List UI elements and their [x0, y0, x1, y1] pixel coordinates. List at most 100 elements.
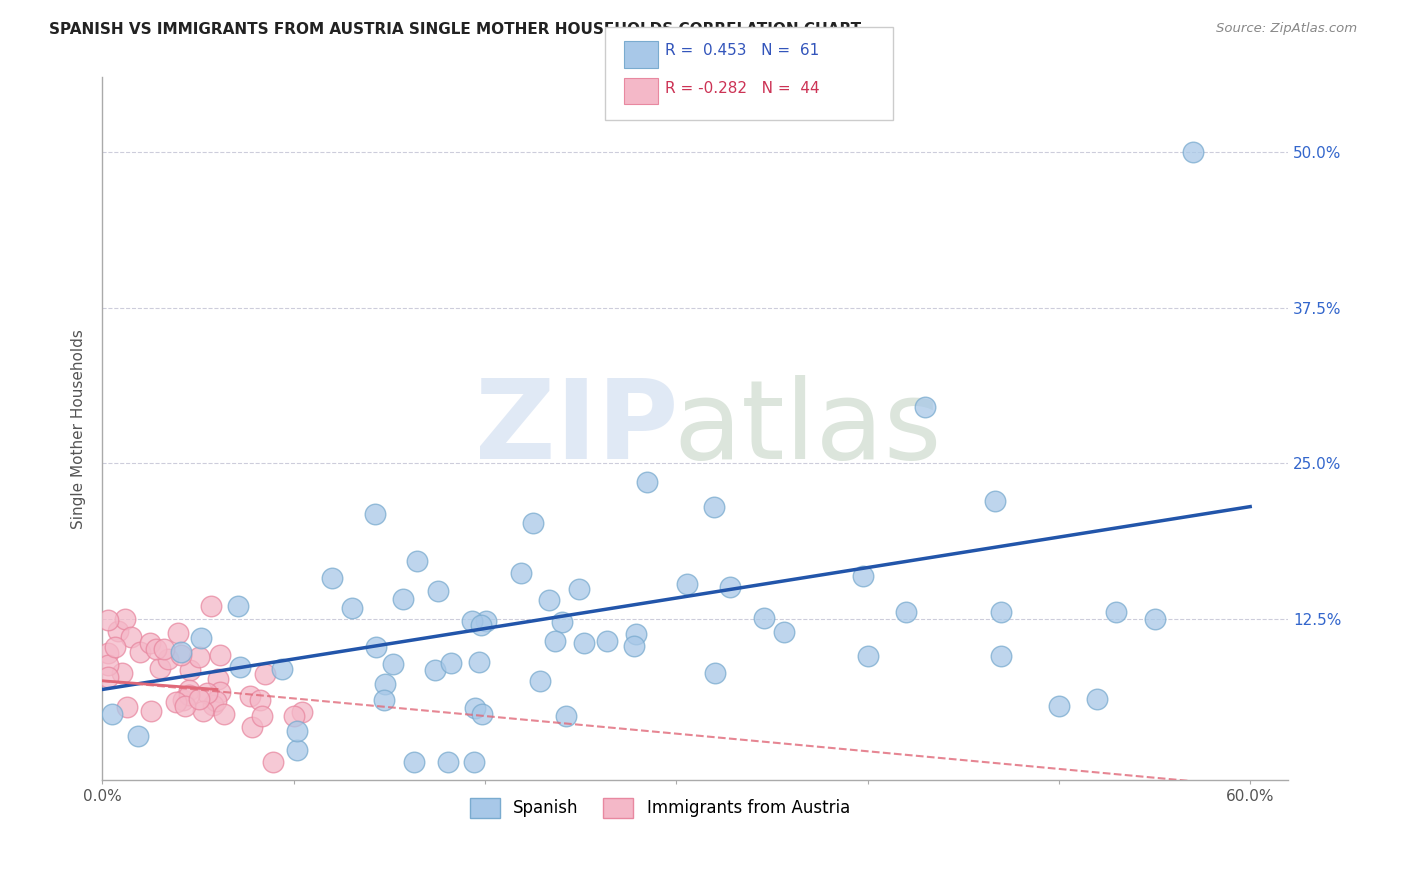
- Point: [187, 649, 209, 664]
- Point: [1105, 606, 1128, 620]
- Point: [470, 618, 492, 632]
- Point: [752, 611, 775, 625]
- Point: [115, 700, 138, 714]
- Point: [391, 592, 413, 607]
- Point: [440, 656, 463, 670]
- Text: ZIP: ZIP: [475, 376, 678, 483]
- Point: [145, 641, 167, 656]
- Point: [271, 662, 294, 676]
- Point: [990, 648, 1012, 663]
- Point: [990, 606, 1012, 620]
- Point: [253, 667, 276, 681]
- Point: [894, 606, 917, 620]
- Point: [623, 639, 645, 653]
- Point: [207, 672, 229, 686]
- Point: [139, 636, 162, 650]
- Point: [107, 624, 129, 638]
- Point: [170, 645, 193, 659]
- Y-axis label: Single Mother Households: Single Mother Households: [72, 329, 86, 529]
- Point: [165, 695, 187, 709]
- Point: [129, 645, 152, 659]
- Point: [406, 554, 429, 568]
- Point: [229, 660, 252, 674]
- Point: [464, 701, 486, 715]
- Point: [568, 582, 591, 596]
- Point: [402, 755, 425, 769]
- Point: [538, 593, 561, 607]
- Point: [471, 706, 494, 721]
- Point: [366, 640, 388, 654]
- Point: [173, 699, 195, 714]
- Point: [364, 508, 387, 522]
- Point: [202, 698, 225, 713]
- Point: [97, 646, 120, 660]
- Point: [427, 583, 450, 598]
- Point: [321, 571, 343, 585]
- Point: [97, 613, 120, 627]
- Point: [437, 755, 460, 769]
- Point: [1143, 611, 1166, 625]
- Text: SPANISH VS IMMIGRANTS FROM AUSTRIA SINGLE MOTHER HOUSEHOLDS CORRELATION CHART: SPANISH VS IMMIGRANTS FROM AUSTRIA SINGL…: [49, 22, 862, 37]
- Point: [852, 569, 875, 583]
- Point: [226, 599, 249, 613]
- Point: [195, 686, 218, 700]
- Point: [718, 580, 741, 594]
- Point: [97, 670, 120, 684]
- Point: [157, 652, 180, 666]
- Point: [555, 709, 578, 723]
- Point: [204, 694, 226, 708]
- Point: [773, 625, 796, 640]
- Point: [522, 516, 544, 530]
- Point: [340, 601, 363, 615]
- Point: [172, 693, 194, 707]
- Point: [200, 599, 222, 614]
- Text: atlas: atlas: [673, 376, 942, 483]
- Point: [250, 709, 273, 723]
- Text: R = -0.282   N =  44: R = -0.282 N = 44: [665, 81, 820, 95]
- Point: [374, 677, 396, 691]
- Point: [474, 614, 496, 628]
- Point: [283, 708, 305, 723]
- Point: [97, 657, 120, 672]
- Point: [624, 627, 647, 641]
- Point: [103, 640, 125, 654]
- Point: [120, 630, 142, 644]
- Point: [190, 631, 212, 645]
- Point: [177, 683, 200, 698]
- Legend: Spanish, Immigrants from Austria: Spanish, Immigrants from Austria: [463, 791, 856, 825]
- Point: [101, 706, 124, 721]
- Point: [914, 400, 936, 414]
- Text: Source: ZipAtlas.com: Source: ZipAtlas.com: [1216, 22, 1357, 36]
- Point: [637, 475, 659, 489]
- Point: [1047, 698, 1070, 713]
- Point: [285, 724, 308, 739]
- Point: [1085, 692, 1108, 706]
- Point: [572, 635, 595, 649]
- Point: [291, 705, 314, 719]
- Point: [153, 642, 176, 657]
- Point: [170, 648, 193, 662]
- Point: [676, 576, 699, 591]
- Point: [381, 657, 404, 671]
- Point: [127, 729, 149, 743]
- Point: [461, 614, 484, 628]
- Point: [510, 566, 533, 580]
- Point: [240, 720, 263, 734]
- Point: [704, 666, 727, 681]
- Point: [238, 690, 260, 704]
- Point: [468, 655, 491, 669]
- Point: [984, 494, 1007, 508]
- Point: [209, 648, 232, 662]
- Point: [114, 611, 136, 625]
- Point: [285, 743, 308, 757]
- Point: [249, 692, 271, 706]
- Point: [179, 689, 201, 703]
- Point: [191, 705, 214, 719]
- Point: [423, 663, 446, 677]
- Point: [1181, 145, 1204, 159]
- Point: [544, 634, 567, 648]
- Point: [373, 693, 395, 707]
- Point: [262, 755, 284, 769]
- Point: [529, 674, 551, 689]
- Point: [463, 755, 485, 769]
